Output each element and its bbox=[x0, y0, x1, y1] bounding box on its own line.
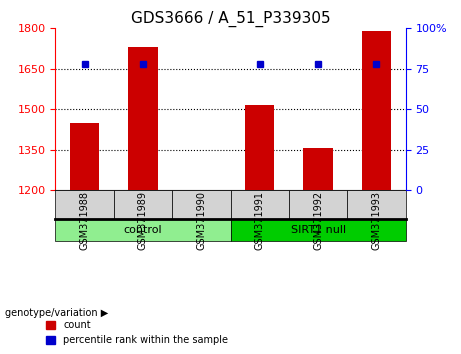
Text: GSM371993: GSM371993 bbox=[372, 191, 382, 250]
Text: GSM371990: GSM371990 bbox=[196, 191, 207, 250]
Text: SIRT1 null: SIRT1 null bbox=[290, 225, 346, 235]
Bar bbox=[362, 31, 391, 190]
Bar bbox=[303, 148, 333, 190]
Bar bbox=[128, 47, 158, 190]
Bar bbox=[347, 190, 406, 219]
Bar bbox=[245, 105, 274, 190]
Bar bbox=[230, 190, 289, 219]
Bar bbox=[55, 219, 230, 241]
Text: control: control bbox=[124, 225, 162, 235]
Bar bbox=[289, 190, 347, 219]
Bar bbox=[55, 190, 114, 219]
Bar bbox=[172, 190, 230, 219]
Text: GSM371989: GSM371989 bbox=[138, 191, 148, 250]
Title: GDS3666 / A_51_P339305: GDS3666 / A_51_P339305 bbox=[130, 11, 331, 27]
Text: genotype/variation ▶: genotype/variation ▶ bbox=[5, 308, 108, 318]
Text: GSM371988: GSM371988 bbox=[79, 191, 89, 250]
Text: GSM371992: GSM371992 bbox=[313, 191, 323, 250]
Bar bbox=[230, 219, 406, 241]
Bar bbox=[114, 190, 172, 219]
Bar bbox=[70, 123, 99, 190]
Legend: count, percentile rank within the sample: count, percentile rank within the sample bbox=[42, 316, 232, 349]
Text: GSM371991: GSM371991 bbox=[254, 191, 265, 250]
